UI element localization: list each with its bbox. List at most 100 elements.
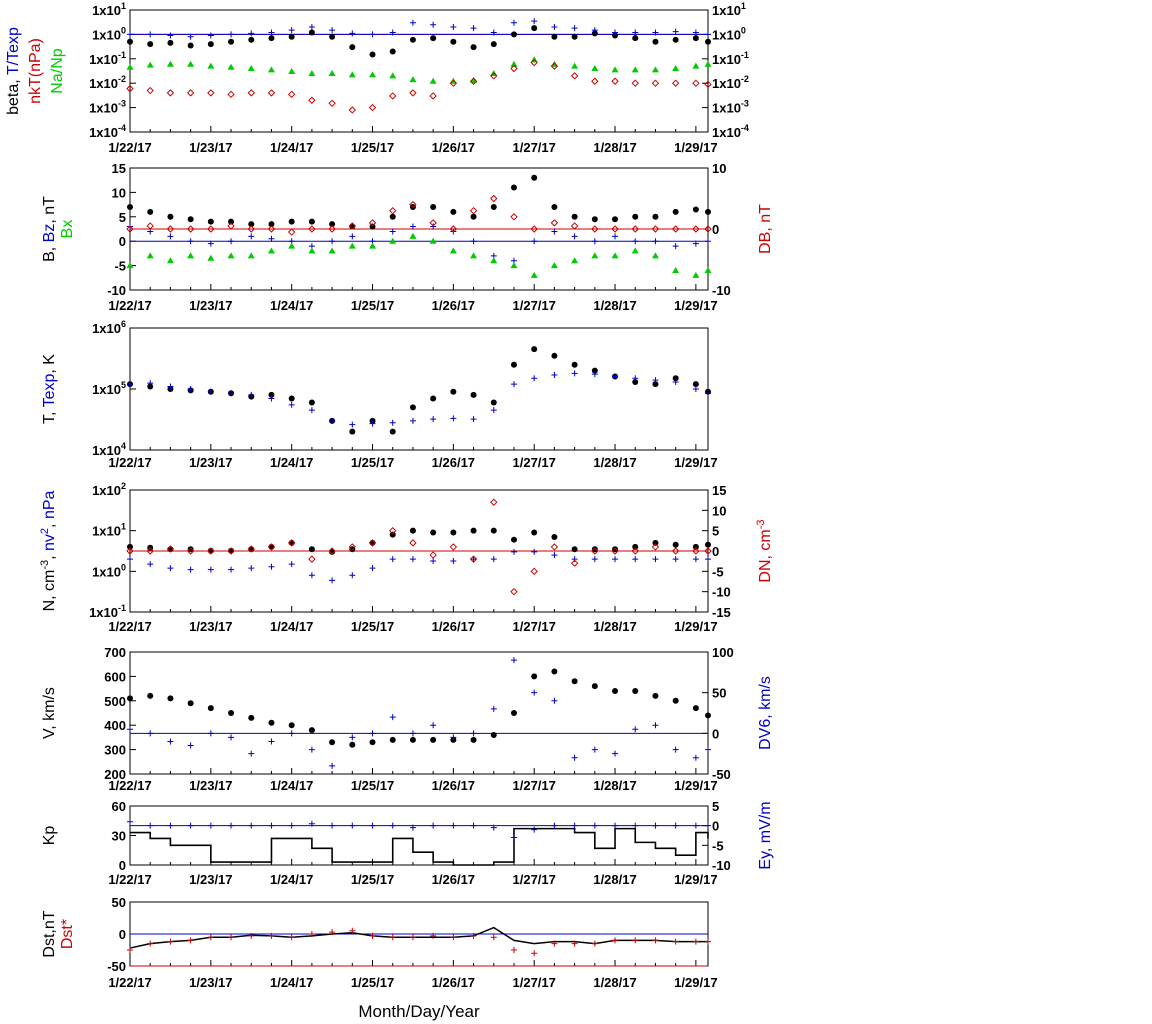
data-point — [651, 252, 659, 259]
data-point — [389, 92, 397, 100]
data-point — [329, 238, 336, 245]
data-point — [308, 407, 315, 414]
data-point — [571, 213, 578, 220]
data-point — [704, 225, 712, 233]
data-point — [308, 399, 315, 406]
data-point — [692, 79, 700, 87]
data-point — [692, 938, 699, 945]
data-point — [632, 375, 639, 382]
data-point — [389, 526, 397, 535]
data-point — [490, 731, 497, 738]
axis-label-part: -3 — [755, 519, 767, 529]
y2-tick-exponent: -3 — [741, 99, 749, 109]
y2-tick-label: 1x100 — [712, 25, 746, 42]
data-point — [268, 738, 275, 745]
data-point — [530, 271, 538, 278]
data-point — [228, 822, 235, 829]
data-point — [571, 754, 578, 761]
data-point — [167, 565, 174, 572]
data-point — [450, 934, 457, 941]
y2-tick-exponent: 1 — [741, 1, 746, 11]
y-tick-exponent: 1 — [121, 522, 126, 532]
axis-label-part: DB, nT — [757, 204, 774, 254]
data-point — [308, 931, 315, 937]
series-line — [129, 926, 708, 949]
data-point — [705, 712, 711, 719]
axis-label: B, Bz, nT — [41, 196, 58, 262]
y2-tick-label: -5 — [712, 564, 724, 579]
data-point — [469, 555, 478, 563]
data-point — [672, 822, 679, 829]
axis-label-part: nkT(nPa) — [27, 38, 44, 104]
data-point — [672, 36, 679, 43]
data-point — [470, 76, 478, 83]
data-point — [146, 252, 154, 259]
data-point — [247, 65, 255, 72]
y-tick-exponent: -2 — [118, 74, 126, 84]
x-tick-label: 1/26/17 — [432, 872, 475, 887]
data-point — [652, 556, 659, 563]
data-point — [369, 539, 376, 546]
series-diamond — [126, 194, 712, 236]
data-point — [369, 822, 376, 829]
x-tick-label: 1/26/17 — [432, 975, 475, 990]
y-tick-exponent: 0 — [121, 25, 126, 35]
axis-label-part: T, — [41, 407, 58, 424]
panel-2: 1/22/17 1/23/17 1/24/17 1/25/17 1/26/17 1/27/… — [41, 161, 774, 313]
data-point — [430, 416, 437, 423]
data-point — [632, 937, 639, 944]
data-point — [268, 543, 275, 550]
y-tick-exponent: 5 — [121, 380, 126, 390]
data-point — [450, 822, 457, 829]
data-point — [652, 692, 659, 699]
data-point — [671, 79, 680, 87]
data-point — [248, 233, 255, 240]
data-point — [449, 79, 458, 87]
series-dot — [127, 174, 711, 230]
axis-label-part: Bx — [59, 220, 76, 239]
data-point — [167, 383, 174, 390]
data-point — [409, 539, 417, 547]
data-point — [672, 697, 679, 704]
axis-label-part: beta, — [5, 75, 22, 115]
data-point — [631, 225, 639, 233]
data-point — [705, 31, 711, 38]
axis-label: DN, cm-3 — [755, 519, 774, 582]
data-point — [167, 695, 174, 702]
data-point — [166, 545, 175, 553]
data-point — [228, 31, 235, 38]
data-point — [287, 90, 296, 99]
axis-label-part: T/Texp — [5, 27, 22, 75]
data-point — [450, 734, 457, 741]
data-point — [127, 381, 133, 388]
data-point — [571, 678, 578, 685]
data-point — [531, 950, 538, 957]
data-point — [470, 213, 477, 220]
data-point — [550, 262, 558, 269]
data-point — [692, 754, 699, 761]
data-point — [329, 739, 336, 746]
y2-tick-mantissa: 1x10 — [712, 125, 741, 140]
data-point — [652, 29, 659, 36]
data-point — [591, 225, 599, 233]
data-point — [207, 705, 214, 712]
data-point — [672, 556, 679, 563]
data-point — [530, 225, 538, 233]
data-point — [429, 77, 437, 84]
data-point — [369, 932, 376, 939]
data-point — [287, 539, 296, 547]
data-point — [429, 551, 437, 559]
data-point — [672, 28, 679, 35]
y-tick-mantissa: 1x10 — [92, 321, 121, 336]
data-point — [308, 572, 315, 579]
data-point — [248, 750, 255, 757]
data-point — [308, 820, 315, 827]
data-point — [207, 388, 214, 395]
axis-label: Na/Np — [49, 48, 66, 93]
x-tick-label: 1/28/17 — [593, 778, 636, 793]
data-point — [248, 565, 255, 572]
x-tick-label: 1/29/17 — [674, 778, 717, 793]
data-point — [551, 940, 558, 947]
data-point — [127, 38, 133, 45]
x-tick-label: 1/23/17 — [189, 872, 232, 887]
